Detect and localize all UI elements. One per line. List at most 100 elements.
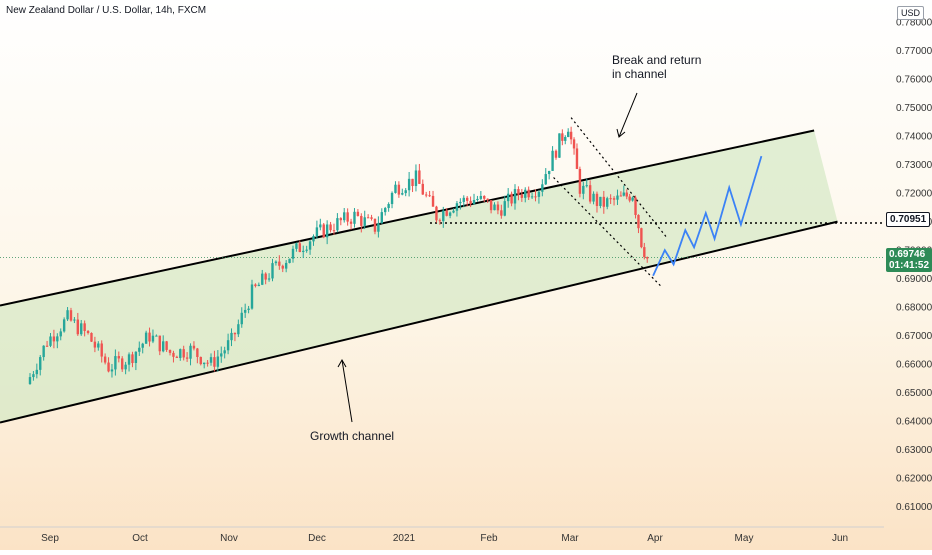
candle-body [418,170,421,184]
candle-body [569,131,573,140]
candle-body [155,335,158,337]
candle-body [619,195,623,197]
candle-body [551,150,554,171]
candle-body [182,349,185,358]
price-tick-label: 0.61000 [896,502,932,513]
candle-body [107,362,110,372]
candle-body [52,336,56,342]
candle-body [308,241,312,250]
candle-body [462,197,465,202]
chart-title: New Zealand Dollar / U.S. Dollar, 14h, F… [6,5,207,16]
candle-body [168,349,172,353]
channel-lower-line[interactable] [0,220,838,424]
last-price-tag: 0.69746 01:41:52 [886,248,932,272]
candle-body [428,195,431,197]
candle-body [261,273,264,285]
candle-body [28,377,32,385]
candle-body [144,332,148,344]
candle-body [370,217,373,219]
candle-body [196,348,199,357]
candle-body [42,345,45,358]
candle-body [264,273,267,280]
candle-body [465,197,469,201]
price-tick-label: 0.67000 [896,331,932,342]
candle-body [223,350,226,354]
candle-body [616,195,619,200]
currency-badge[interactable]: USD [897,6,925,20]
candle-body [281,265,284,269]
candle-body [93,341,97,348]
last-price-value: 0.69746 [889,249,926,260]
candle-body [606,198,609,207]
candle-body [141,343,144,348]
candle-body [459,201,462,204]
candle-body [489,200,493,211]
candle-body [162,341,165,352]
price-tick-label: 0.66000 [896,360,932,371]
price-tick-label: 0.68000 [896,303,932,314]
candle-body [62,319,66,332]
candle-body [192,345,196,349]
candle-body [544,174,547,185]
price-tick-label: 0.78000 [896,18,932,29]
candle-body [302,250,305,253]
price-tick-label: 0.76000 [896,75,932,86]
candle-body [506,193,510,202]
pattern-lower-dotted-line[interactable] [553,177,663,288]
time-tick-label: Apr [647,533,663,544]
candle-body [585,185,588,187]
candle-body [35,369,39,375]
candle-body [513,189,517,204]
candle-body [599,196,602,206]
candle-body [179,349,182,358]
time-tick-label: Oct [132,533,148,544]
candle-body [349,221,353,224]
pattern-upper-dotted-line[interactable] [570,117,669,240]
price-tick-label: 0.77000 [896,46,932,57]
candle-body [384,208,387,213]
candle-body [476,198,479,201]
candle-body [100,343,103,357]
candle-body [216,356,220,367]
candle-body [220,353,223,357]
time-tick-label: 2021 [393,533,416,544]
candle-body [158,335,161,352]
candle-body [390,192,394,205]
candle-body [257,284,261,287]
candle-body [86,330,90,333]
candle-body [564,137,567,141]
price-tick-label: 0.63000 [896,445,932,456]
candle-body [69,310,73,321]
candle-body [496,204,500,211]
candle-body [121,358,124,370]
candle-body [414,170,418,187]
candle-body [312,236,315,242]
candle-body [339,218,343,221]
candle-body [472,200,476,204]
candle-body [407,178,411,191]
time-tick-label: Nov [220,533,238,544]
projection-path[interactable] [652,155,763,277]
candle-body [59,331,62,337]
candle-body [631,197,634,201]
candle-body [602,196,606,207]
candle-body [240,312,243,325]
channel-upper-line[interactable] [0,129,815,307]
price-tick-label: 0.64000 [896,417,932,428]
candle-body [366,217,370,219]
candle-body [319,224,322,228]
candle-body [39,357,42,370]
time-tick-label: Mar [561,533,579,544]
time-tick-label: Feb [480,533,498,544]
candle-body [131,354,134,364]
candle-body [455,203,459,211]
candle-body [442,210,445,222]
annotation-growth-channel: Growth channel [310,429,395,443]
candle-body [254,284,257,287]
candle-body [425,194,428,196]
candle-body [56,336,59,342]
candle-body [209,357,213,363]
candle-body [346,212,349,222]
